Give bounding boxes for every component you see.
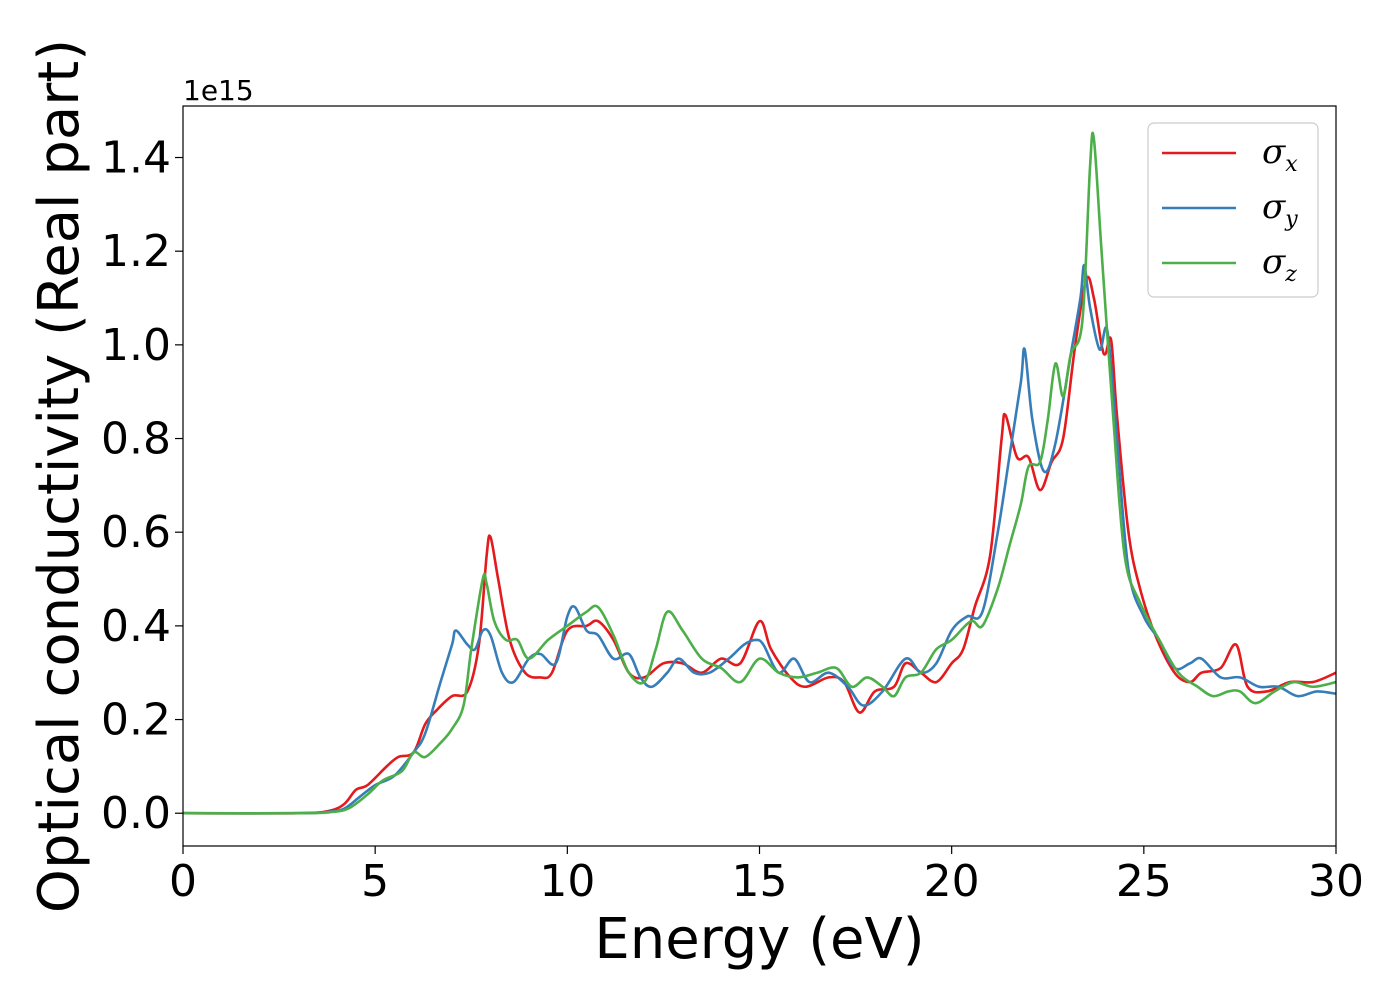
legend-label-y: σy [1262,187,1298,232]
x-tick-label: 30 [1308,856,1364,907]
y-tick-label: 1.2 [101,226,171,277]
series-layer [182,131,1337,815]
x-axis-ticks: 0 5 10 15 20 25 30 [169,846,1364,907]
series-line-z [182,131,1337,815]
plot-background [183,106,1336,846]
y-tick-label: 1.4 [101,133,171,184]
y-tick-label: 0.2 [101,695,171,746]
legend-box [1147,122,1319,298]
x-tick-label: 25 [1116,856,1172,907]
x-tick-label: 15 [732,856,788,907]
x-tick-label: 5 [361,856,389,907]
x-tick-label: 0 [169,856,197,907]
x-tick-label: 20 [924,856,980,907]
y-tick-label: 0.4 [101,601,171,652]
y-tick-label: 0.8 [101,414,171,465]
y-axis-title: Optical conductivity (Real part) [27,39,92,913]
y-offset-label: 1e15 [183,74,254,107]
x-axis-title: Energy (eV) [594,907,924,972]
y-axis-ticks: 0.0 0.2 0.4 0.6 0.8 1.0 1.2 1.4 [101,133,183,839]
y-tick-label: 0.0 [101,788,171,839]
y-tick-label: 0.6 [101,507,171,558]
series-line-y [182,263,1337,815]
x-tick-label: 10 [539,856,595,907]
y-tick-label: 1.0 [101,320,171,371]
